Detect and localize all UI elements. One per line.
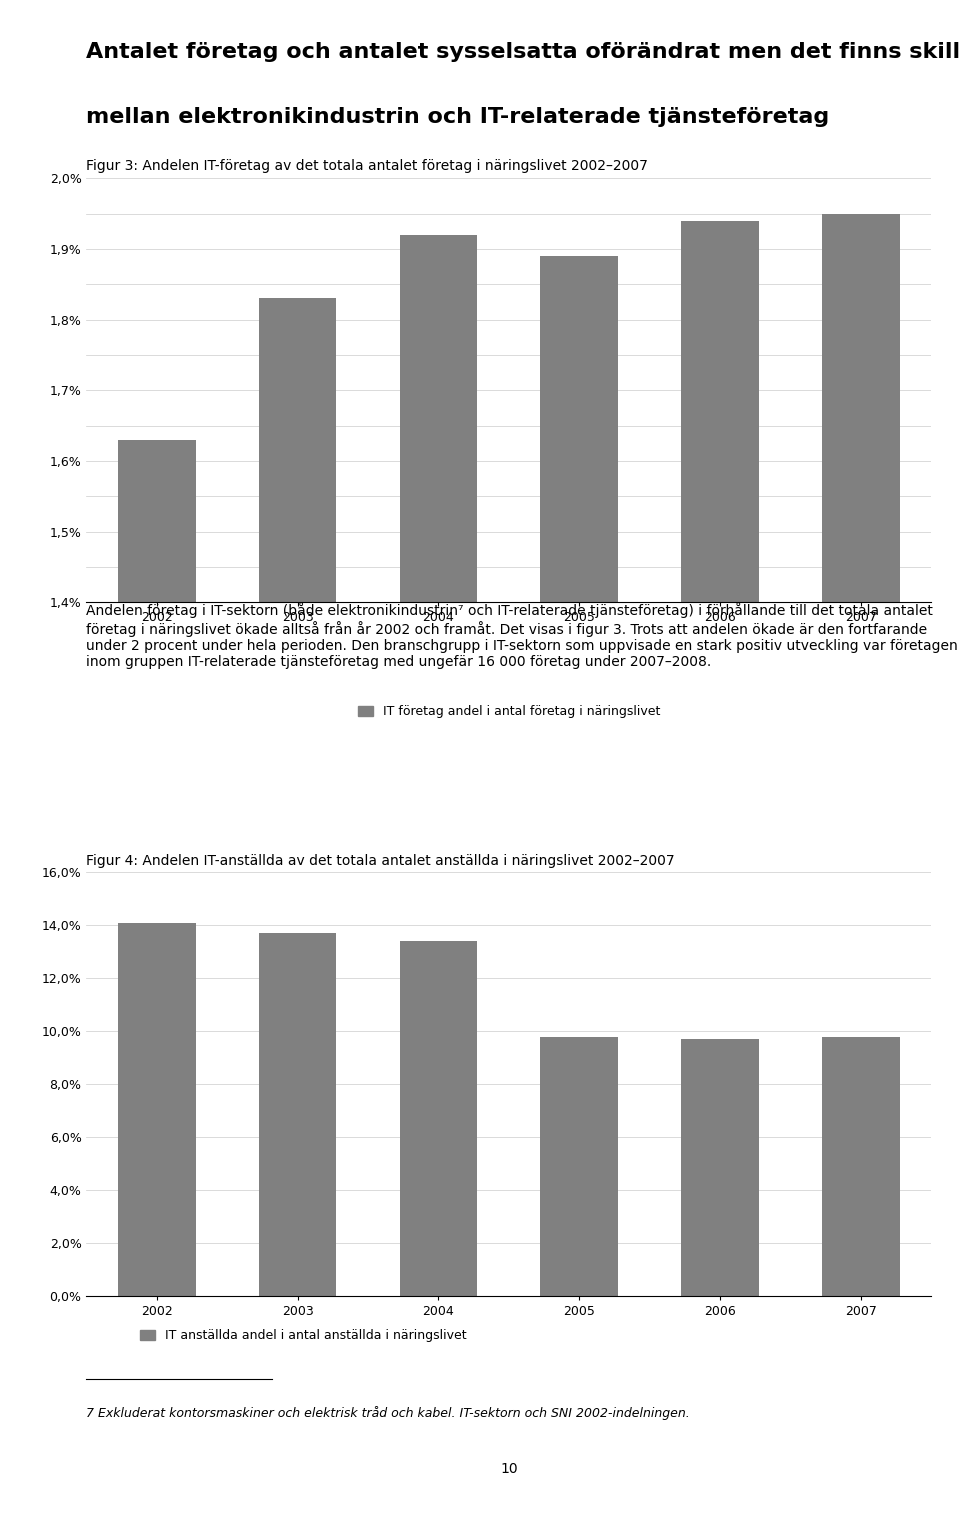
Bar [822, 1036, 900, 1297]
Bar [682, 1039, 758, 1297]
Text: Figur 4: Andelen IT-anställda av det totala antalet anställda i näringslivet 200: Figur 4: Andelen IT-anställda av det tot… [86, 853, 675, 867]
Bar [259, 933, 336, 1297]
Bar [540, 256, 618, 1524]
Text: mellan elektronikindustrin och IT-relaterade tjänsteföretag: mellan elektronikindustrin och IT-relate… [86, 107, 829, 128]
Text: 10: 10 [500, 1462, 517, 1475]
Text: Antalet företag och antalet sysselsatta oförändrat men det finns skillnader: Antalet företag och antalet sysselsatta … [86, 43, 960, 62]
Bar [682, 221, 758, 1524]
Text: Andelen företag i IT-sektorn (både elektronikindustrin⁷ och IT-relaterade tjänst: Andelen företag i IT-sektorn (både elekt… [86, 602, 958, 669]
Legend: IT anställda andel i antal anställda i näringslivet: IT anställda andel i antal anställda i n… [135, 1324, 471, 1347]
Text: Figur 3: Andelen IT-företag av det totala antalet företag i näringslivet 2002–20: Figur 3: Andelen IT-företag av det total… [86, 158, 648, 174]
Legend: IT företag andel i antal företag i näringslivet: IT företag andel i antal företag i närin… [352, 700, 665, 724]
Bar [822, 213, 900, 1524]
Text: 7 Exkluderat kontorsmaskiner och elektrisk tråd och kabel. IT-sektorn och SNI 20: 7 Exkluderat kontorsmaskiner och elektri… [86, 1407, 690, 1420]
Bar [118, 922, 196, 1297]
Bar [540, 1036, 618, 1297]
Bar [399, 235, 477, 1524]
Bar [399, 942, 477, 1297]
Bar [118, 440, 196, 1524]
Bar [259, 299, 336, 1524]
